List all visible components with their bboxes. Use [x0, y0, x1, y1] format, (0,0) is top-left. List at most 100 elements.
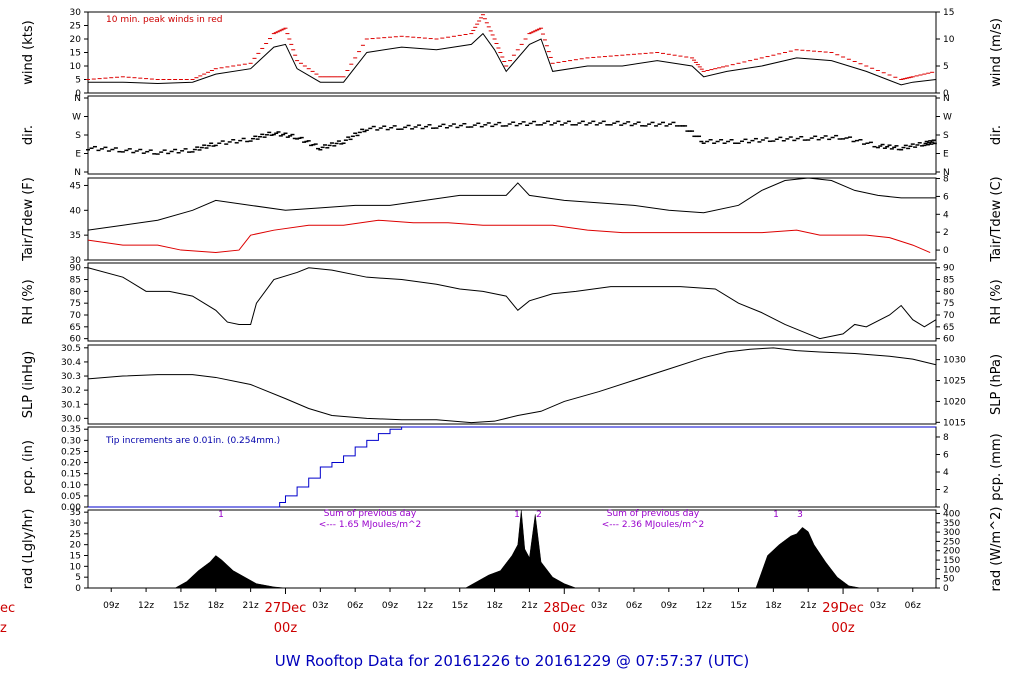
right-tick-label: 0: [943, 246, 949, 256]
left-tick-label: 25: [70, 22, 81, 32]
x-tick-label: 21z: [521, 601, 537, 611]
left-tick-label: 30: [70, 8, 82, 18]
wind-note: 10 min. peak winds in red: [106, 15, 223, 25]
right-tick-label: 100: [943, 565, 960, 575]
radiation-peak-mark: 1: [773, 510, 779, 520]
right-tick-label: 5: [943, 62, 949, 72]
left-tick-label: 0: [75, 89, 81, 99]
left-tick-label: 80: [70, 287, 82, 297]
left-tick-label: N: [74, 168, 81, 178]
x-tick-label: 12z: [696, 601, 712, 611]
right-tick-label: 0: [943, 584, 949, 594]
left-tick-label: 90: [70, 264, 82, 274]
left-tick-label: 0.25: [61, 447, 81, 457]
left-tick-label: N: [74, 94, 81, 104]
left-tick-label: 30.1: [61, 400, 81, 410]
x-tick-label: 06z: [905, 601, 921, 611]
right-tick-label: 4: [943, 210, 949, 220]
right-tick-label: 6: [943, 192, 949, 202]
radiation-peak-mark: 2: [536, 510, 542, 520]
page-title: UW Rooftop Data for 20161226 to 20161229…: [275, 652, 749, 670]
right-tick-label: 0: [943, 89, 949, 99]
right-tick-label: 350: [943, 519, 960, 529]
x-tick-label: 21z: [800, 601, 816, 611]
radiation-note3: Sum of previous day: [607, 509, 700, 519]
left-tick-label: 45: [70, 181, 81, 191]
series-line-pcp: [88, 426, 936, 508]
left-tick-label: 35: [70, 508, 81, 518]
left-tick-label: 25: [70, 530, 81, 540]
radiation-note1: Sum of previous day: [324, 509, 417, 519]
left-tick-label: 35: [70, 231, 81, 241]
left-tick-label: 30: [70, 256, 82, 266]
left-tick-label: 40: [70, 206, 82, 216]
x-tick-label: 03z: [870, 601, 886, 611]
left-tick-label: 5: [75, 76, 81, 86]
x-axis: 09z 12z 15z 18z 21z 03z 06z 09z 12z 15z 18z 21z 03z 0…: [0, 588, 921, 636]
right-axis-label: RH (%): [989, 279, 1004, 324]
left-tick-label: 0.05: [61, 492, 81, 502]
x-tick-label: 21z: [243, 601, 259, 611]
left-tick-label: 30.2: [61, 386, 81, 396]
right-tick-label: 10: [943, 35, 955, 45]
right-tick-label: S: [943, 131, 949, 141]
x-tick-label: 06z: [626, 601, 642, 611]
radiation-peak-mark: 1: [218, 510, 224, 520]
series-area-rad: [174, 509, 861, 589]
right-tick-label: N: [943, 94, 950, 104]
x-tick-label: 18z: [765, 601, 781, 611]
left-tick-label: 20: [70, 35, 82, 45]
right-tick-label: 250: [943, 537, 960, 547]
left-tick-label: 70: [70, 311, 82, 321]
right-tick-label: 1015: [943, 418, 966, 428]
right-tick-label: 50: [943, 575, 955, 585]
right-tick-label: 65: [943, 323, 954, 333]
panel-rad: 05101520253035050100150200250300350400ra…: [21, 507, 1004, 594]
left-tick-label: E: [75, 150, 81, 160]
right-tick-label: E: [943, 150, 949, 160]
right-tick-label: 400: [943, 509, 960, 519]
left-axis-label: dir.: [21, 125, 36, 145]
right-tick-label: 90: [943, 264, 955, 274]
left-tick-label: 30.3: [61, 372, 81, 382]
left-axis-label: wind (kts): [21, 20, 36, 84]
right-tick-label: 75: [943, 299, 954, 309]
left-tick-label: 60: [70, 335, 82, 345]
left-tick-label: 0: [75, 584, 81, 594]
day-date-label: 28Dec: [543, 601, 585, 616]
left-tick-label: 20: [70, 541, 82, 551]
right-axis-label: wind (m/s): [989, 18, 1004, 87]
panel-slp: 30.0 30.1 30.2 30.3 30.4 30.5 1015 1020 1025 1030…: [21, 344, 1004, 429]
right-tick-label: 150: [943, 556, 960, 566]
left-tick-label: 10: [70, 62, 82, 72]
left-axis-label: Tair/Tdew (F): [21, 177, 36, 262]
right-tick-label: 60: [943, 335, 955, 345]
left-tick-label: 15: [70, 552, 81, 562]
right-tick-label: 200: [943, 547, 960, 557]
day-date-label-cut: ec: [0, 601, 15, 616]
right-tick-label: 300: [943, 528, 960, 538]
panel-temp: 30 35 40 45 0 2 4 6 8 Tair/Tdew (F) Tair/Tdew (C): [21, 175, 1004, 266]
left-tick-label: 30: [70, 519, 82, 529]
right-tick-label: 85: [943, 276, 954, 286]
left-tick-label: 0.10: [61, 481, 81, 491]
left-axis-label: RH (%): [21, 279, 36, 324]
left-tick-label: 65: [70, 323, 81, 333]
radiation-note4: <--- 2.36 MJoules/m^2: [602, 520, 704, 530]
right-tick-label: 8: [943, 433, 949, 443]
x-tick-label: 03z: [591, 601, 607, 611]
x-tick-label: 15z: [452, 601, 468, 611]
right-tick-label: 0: [943, 503, 949, 513]
x-tick-label: 09z: [382, 601, 398, 611]
x-tick-label: 15z: [730, 601, 746, 611]
panel-pcp: 0.000.050.100.150.20 0.250.300.35 0 2 4 6 8 pcp…: [21, 425, 1004, 513]
right-tick-label: 2: [943, 228, 949, 238]
left-tick-label: 0.00: [61, 503, 81, 513]
right-tick-label: 2: [943, 485, 949, 495]
panel-wind: 0 5 10 15 20 25 30 0 5 10 15 wind (kts) wind (m/s) 10…: [21, 8, 1004, 99]
left-tick-label: 30.4: [61, 358, 81, 368]
x-tick-label: 09z: [103, 601, 119, 611]
right-axis-label: Tair/Tdew (C): [989, 176, 1004, 262]
